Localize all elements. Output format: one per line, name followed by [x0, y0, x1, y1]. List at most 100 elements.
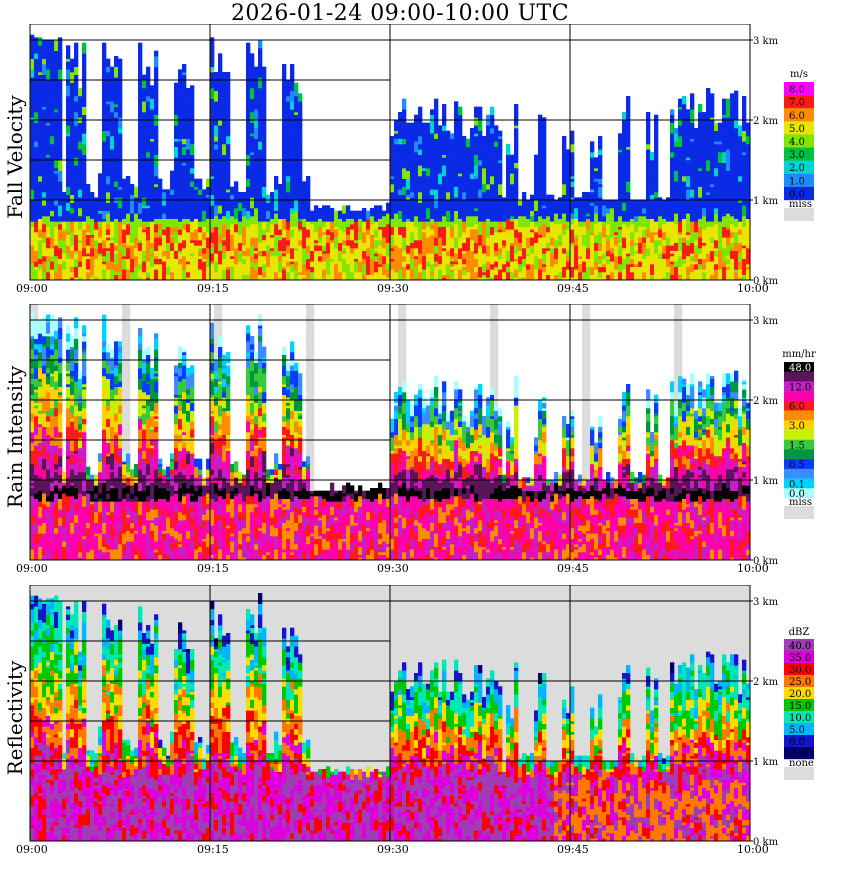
fall-velocity-cell — [694, 160, 698, 168]
fall-velocity-cell — [254, 259, 258, 265]
fall-velocity-cell — [582, 251, 586, 262]
fall-velocity-cell — [230, 216, 234, 224]
fall-velocity-cell — [278, 229, 282, 235]
fall-velocity-cell — [154, 256, 158, 259]
fall-velocity-cell — [446, 157, 450, 160]
rain-intensity-cell — [170, 544, 174, 550]
fall-velocity-cell — [210, 264, 214, 275]
rain-intensity-cell — [78, 429, 82, 432]
fall-velocity-cell — [738, 155, 742, 166]
rain-intensity-cell — [66, 480, 70, 488]
rain-intensity-cell — [102, 493, 106, 501]
fall-velocity-cell — [642, 253, 646, 259]
fall-velocity-cell — [430, 168, 434, 176]
fall-velocity-cell — [538, 245, 542, 253]
fall-velocity-cell — [86, 272, 90, 275]
fall-velocity-cell — [30, 203, 34, 209]
fall-velocity-cell — [262, 240, 266, 251]
rain-intensity-cell — [42, 536, 46, 544]
fall-velocity-cell — [350, 240, 354, 246]
fall-velocity-cell — [338, 211, 342, 214]
fall-velocity-cell — [686, 133, 690, 141]
fall-velocity-cell — [34, 203, 38, 211]
fall-velocity-cell — [46, 176, 50, 182]
fall-velocity-cell — [330, 243, 334, 254]
fall-velocity-cell — [474, 243, 478, 254]
fall-velocity-cell — [102, 269, 106, 280]
fall-velocity-cell — [674, 171, 678, 182]
fall-velocity-cell — [710, 141, 714, 144]
fall-velocity-cell — [246, 195, 250, 198]
fall-velocity-cell — [402, 133, 406, 139]
fall-velocity-cell — [714, 208, 718, 214]
rain-intensity-cell — [54, 469, 58, 472]
fall-velocity-cell — [734, 261, 738, 269]
rain-intensity-cell — [42, 512, 46, 523]
fall-velocity-cell — [202, 259, 206, 262]
rain-intensity-cell — [62, 539, 66, 542]
fall-velocity-cell — [186, 131, 190, 134]
fall-velocity-cell — [54, 123, 58, 134]
fall-velocity-cell — [490, 205, 494, 216]
fall-velocity-cell — [226, 133, 230, 136]
rain-intensity-cell — [114, 488, 118, 499]
fall-velocity-cell — [174, 243, 178, 251]
fall-velocity-cell — [170, 272, 174, 280]
fall-velocity-cell — [622, 168, 626, 174]
rain-intensity-cell — [142, 541, 146, 544]
fall-velocity-cell — [82, 248, 86, 256]
fall-velocity-cell — [706, 253, 710, 261]
rain-intensity-cell — [162, 541, 166, 544]
rain-intensity-cell — [50, 509, 54, 512]
fall-velocity-cell — [466, 216, 470, 227]
fall-velocity-cell — [454, 211, 458, 222]
fall-velocity-cell — [138, 213, 142, 219]
fall-velocity-cell — [418, 115, 422, 118]
fall-velocity-cell — [686, 131, 690, 134]
rain-intensity-cell — [74, 451, 78, 454]
fall-velocity-cell — [118, 272, 122, 275]
fall-velocity-cell — [482, 184, 486, 192]
fall-velocity-cell — [634, 227, 638, 233]
rain-intensity-cell — [46, 472, 50, 478]
fall-velocity-cell — [434, 120, 438, 131]
fall-velocity-cell — [458, 219, 462, 225]
fall-velocity-cell — [554, 248, 558, 259]
fall-velocity-cell — [114, 104, 118, 107]
fall-velocity-cell — [182, 256, 186, 267]
fall-velocity-cell — [298, 181, 302, 189]
fall-velocity-cell — [186, 112, 190, 115]
fall-velocity-cell — [182, 219, 186, 225]
rain-intensity-cell — [38, 403, 42, 411]
fall-velocity-cell — [30, 152, 34, 155]
fall-velocity-cell — [274, 176, 278, 184]
rain-intensity-cell — [134, 464, 138, 470]
fall-velocity-cell — [586, 264, 590, 267]
fall-velocity-cell — [342, 272, 346, 280]
rain-intensity-cell — [106, 373, 110, 376]
fall-velocity-cell — [430, 229, 434, 232]
fall-velocity-cell — [546, 232, 550, 235]
fall-velocity-cell — [570, 157, 574, 168]
fall-velocity-cell — [446, 227, 450, 230]
fall-velocity-cell — [118, 253, 122, 261]
fall-velocity-cell — [126, 269, 130, 280]
rain-intensity-cell — [138, 395, 142, 403]
fall-velocity-cell — [30, 85, 34, 93]
fall-velocity-cell — [718, 251, 722, 259]
rain-intensity-cell — [110, 373, 114, 381]
rain-intensity-cell — [118, 464, 122, 467]
rain-intensity-cell — [46, 469, 50, 472]
fall-velocity-cell — [142, 229, 146, 232]
rain-intensity-cell — [34, 405, 38, 408]
fall-velocity-cell — [354, 211, 358, 222]
rain-intensity-cell — [66, 453, 70, 456]
rain-intensity-cell — [114, 467, 118, 478]
fall-velocity-cell — [410, 269, 414, 280]
fall-velocity-cell — [230, 259, 234, 267]
rain-intensity-cell — [50, 333, 54, 336]
fall-velocity-cell — [670, 256, 674, 262]
rain-intensity-cell — [74, 363, 78, 374]
fall-velocity-cell — [226, 112, 230, 118]
